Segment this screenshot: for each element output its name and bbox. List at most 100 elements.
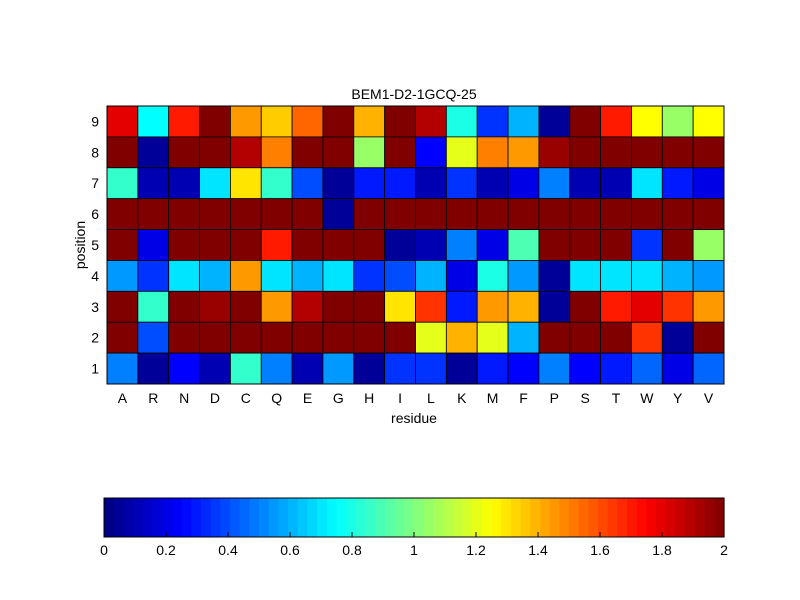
heatmap-cell	[661, 352, 694, 385]
colorbar-segment	[113, 498, 124, 537]
colorbar-segment	[249, 498, 260, 537]
colorbar-segment	[694, 498, 706, 537]
heatmap-cell	[538, 321, 571, 354]
heatmap-cell	[199, 260, 231, 292]
heatmap-cell	[631, 136, 663, 169]
heatmap-cell	[291, 198, 324, 230]
colorbar-segment	[462, 498, 473, 537]
x-tick-label: Y	[673, 390, 683, 406]
heatmap-cell	[137, 290, 170, 323]
colorbar	[104, 498, 725, 537]
heatmap-cell	[353, 290, 386, 323]
heatmap-cell	[538, 290, 571, 323]
heatmap-cell	[661, 260, 694, 292]
heatmap-cell	[569, 136, 602, 169]
y-tick-label: 5	[91, 237, 99, 253]
heatmap-cell	[507, 198, 540, 230]
heatmap-cell	[229, 198, 262, 230]
heatmap-cell	[199, 321, 231, 354]
heatmap-cell	[569, 105, 602, 138]
heatmap-cell	[538, 167, 571, 200]
heatmap-cell	[538, 105, 571, 138]
heatmap-cell	[168, 198, 200, 230]
heatmap-cell	[384, 321, 416, 354]
colorbar-segment	[297, 498, 309, 537]
heatmap-cell	[291, 321, 324, 354]
heatmap-cell	[692, 321, 725, 354]
heatmap-cell	[507, 321, 540, 354]
colorbar-tick-label: 0.6	[280, 542, 300, 558]
heatmap-cell	[229, 229, 262, 261]
colorbar-tick-label: 0.4	[218, 542, 238, 558]
heatmap-cell	[661, 290, 694, 323]
heatmap-cell	[476, 290, 509, 323]
heatmap-cell	[260, 290, 293, 323]
colorbar-segment	[559, 498, 570, 537]
colorbar-segment	[259, 498, 270, 537]
heatmap-cell	[291, 229, 324, 261]
heatmap-cell	[538, 229, 571, 261]
colorbar-segment	[481, 498, 493, 537]
heatmap-cell	[106, 198, 139, 230]
heatmap-cell	[168, 352, 200, 385]
heatmap-cell	[229, 321, 262, 354]
y-tick-label: 1	[91, 361, 99, 377]
x-axis-label: residue	[391, 410, 437, 426]
heatmap-cell	[476, 352, 509, 385]
x-tick-label: T	[612, 390, 621, 406]
heatmap-cell	[106, 352, 139, 385]
heatmap-cell	[291, 167, 324, 200]
colorbar-segment	[491, 498, 502, 537]
colorbar-segment	[607, 498, 619, 537]
colorbar-segment	[423, 498, 434, 537]
colorbar-segment	[414, 498, 425, 537]
heatmap-cell	[415, 352, 447, 385]
colorbar-segment	[617, 498, 628, 537]
heatmap-cell	[692, 105, 725, 138]
heatmap-cell	[445, 290, 478, 323]
colorbar-segment	[549, 498, 560, 537]
colorbar-segment	[394, 498, 405, 537]
heatmap-cell	[260, 105, 293, 138]
x-tick-label: S	[580, 390, 589, 406]
heatmap-cell	[353, 105, 386, 138]
heatmap-cell	[137, 105, 170, 138]
colorbar-segment	[268, 498, 279, 537]
y-tick-label: 3	[91, 299, 99, 315]
heatmap-cell	[692, 167, 725, 200]
x-tick-label: W	[640, 390, 654, 406]
heatmap-cell	[260, 167, 293, 200]
heatmap-cell	[476, 229, 509, 261]
colorbar-segment	[375, 498, 386, 537]
heatmap-cell	[353, 321, 386, 354]
y-tick-labels: 1 2 3 4 5 6 7 8 9	[91, 113, 99, 376]
heatmap-cell	[569, 198, 602, 230]
heatmap-cell	[445, 136, 478, 169]
colorbar-segment	[355, 498, 367, 537]
colorbar-segment	[656, 498, 667, 537]
heatmap-cell	[507, 167, 540, 200]
x-tick-label: D	[210, 390, 220, 406]
heatmap-cell	[476, 167, 509, 200]
colorbar-segment	[288, 498, 299, 537]
y-tick-label: 4	[91, 268, 99, 284]
heatmap-cell	[600, 260, 632, 292]
heatmap-cell	[631, 229, 663, 261]
colorbar-segment	[510, 498, 522, 537]
heatmap-cell	[415, 136, 447, 169]
heatmap-cell	[168, 260, 200, 292]
heatmap-cell	[322, 352, 355, 385]
heatmap-cell	[661, 167, 694, 200]
heatmap-cell	[229, 290, 262, 323]
x-tick-label: K	[457, 390, 467, 406]
colorbar-segment	[210, 498, 221, 537]
heatmap-cell	[291, 260, 324, 292]
heatmap-cell	[507, 105, 540, 138]
heatmap-cell	[260, 260, 293, 292]
heatmap-cell	[384, 167, 416, 200]
heatmap-cell	[600, 321, 632, 354]
heatmap-cell	[260, 229, 293, 261]
heatmap-cell	[692, 260, 725, 292]
colorbar-segment	[520, 498, 531, 537]
